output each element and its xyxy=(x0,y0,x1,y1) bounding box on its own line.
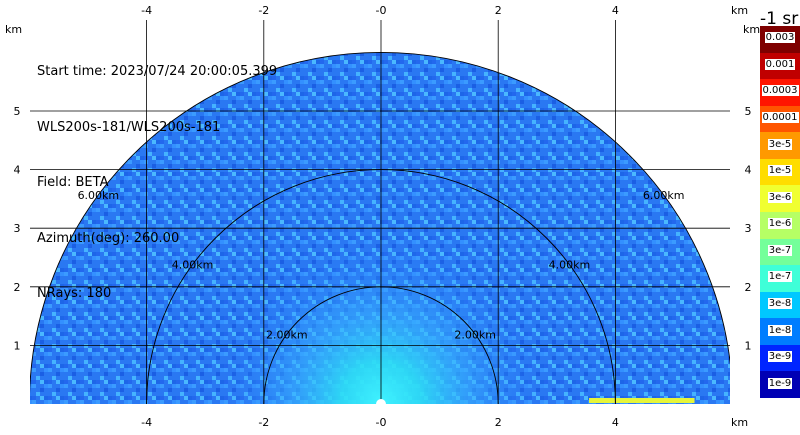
ring-label: 4.00km xyxy=(172,259,214,272)
colorbar-label: 3e-8 xyxy=(760,298,800,309)
y-tick-label: 1 xyxy=(14,339,21,352)
colorbar-label-text: 3e-9 xyxy=(767,351,793,363)
info-instrument: WLS200s-181/WLS200s-181 xyxy=(37,119,221,135)
colorbar-label-text: 1e-9 xyxy=(767,377,793,389)
x-axis-top: -4 -2 -0 2 4 xyxy=(141,4,619,17)
x-tick-label: -0 xyxy=(376,416,387,429)
colorbar-label-text: 0.0003 xyxy=(761,85,799,97)
edge-high-return xyxy=(589,398,695,403)
colorbar-label: 1e-7 xyxy=(760,271,800,283)
colorbar-label: 1e-5 xyxy=(760,165,800,177)
range-ring xyxy=(30,52,730,397)
colorbar-label-text: 0.003 xyxy=(764,32,796,44)
y-axis-right: 1 2 3 4 5 xyxy=(745,105,752,352)
x-tick-label: 2 xyxy=(495,416,502,429)
y-tick-label: 2 xyxy=(745,281,752,294)
range-ring xyxy=(263,286,499,404)
x-tick-label: 2 xyxy=(495,4,502,17)
colorbar-label: 3e-9 xyxy=(760,351,800,363)
colorbar-label: 3e-7 xyxy=(760,244,800,256)
y-tick-label: 4 xyxy=(14,164,21,177)
y-tick-label: 3 xyxy=(745,222,752,235)
unit-label-top-left: km xyxy=(5,23,22,36)
y-tick-label: 5 xyxy=(14,105,21,118)
x-tick-label: -4 xyxy=(141,416,152,429)
y-tick-label: 4 xyxy=(745,164,752,177)
colorbar-label: 3e-5 xyxy=(760,138,800,150)
colorbar-label: 1e-6 xyxy=(760,218,800,230)
y-tick-label: 2 xyxy=(14,281,21,294)
colorbar-label: 1e-9 xyxy=(760,377,800,389)
ring-label: 2.00km xyxy=(454,328,496,341)
y-axis-left: 1 2 3 4 5 xyxy=(14,105,21,352)
colorbar-title: -1 sr xyxy=(760,9,799,29)
range-ring xyxy=(146,169,616,404)
colorbar-label-text: 0.0001 xyxy=(761,112,799,123)
x-tick-label: -2 xyxy=(258,416,269,429)
x-tick-label: -4 xyxy=(141,4,152,17)
info-start-time: Start time: 2023/07/24 20:00:05.399 xyxy=(37,64,278,79)
info-nrays: NRays: 180 xyxy=(37,286,112,301)
x-tick-label: -0 xyxy=(376,4,387,17)
colorbar-label: 1e-8 xyxy=(760,324,800,336)
unit-label-top-right: km xyxy=(731,4,748,17)
range-rings xyxy=(30,52,730,404)
colorbar-label: 0.003 xyxy=(760,32,800,44)
radar-origin xyxy=(376,399,386,404)
colorbar-label: 3e-6 xyxy=(760,191,800,203)
colorbar-label: 0.0003 xyxy=(760,85,800,97)
colorbar-label-text: 0.001 xyxy=(764,58,796,70)
ring-label: 4.00km xyxy=(549,259,591,272)
colorbar-label-text: 3e-5 xyxy=(767,138,793,150)
colorbar-label-text: 3e-7 xyxy=(767,244,793,256)
x-tick-label: 4 xyxy=(612,4,619,17)
colorbar: 0.003 0.001 0.0003 0.0001 3e-5 1e-5 3e-6 1e-6 3e… xyxy=(760,26,800,399)
range-ring-labels: 2.00km 2.00km 4.00km 4.00km 6.00km 6.00km xyxy=(78,189,685,341)
colorbar-label-text: 1e-7 xyxy=(767,271,793,283)
colorbar-label-text: 1e-6 xyxy=(767,218,793,230)
ring-label: 2.00km xyxy=(266,328,308,341)
unit-label-right: km xyxy=(743,23,760,36)
scan-info-panel: Start time: 2023/07/24 20:00:05.399 WLS2… xyxy=(37,26,277,322)
x-tick-label: -2 xyxy=(258,4,269,17)
x-axis-bottom: -4 -2 -0 2 4 xyxy=(141,416,619,429)
colorbar-label: 0.001 xyxy=(760,58,800,70)
colorbar-label-text: 3e-8 xyxy=(767,298,793,309)
y-tick-label: 3 xyxy=(14,222,21,235)
ring-label: 6.00km xyxy=(643,189,685,202)
x-tick-label: 4 xyxy=(612,416,619,429)
colorbar-label: 0.0001 xyxy=(760,112,800,123)
colorbar-label-text: 1e-5 xyxy=(767,165,793,177)
info-azimuth: Azimuth(deg): 260.00 xyxy=(37,230,180,246)
ring-label: 6.00km xyxy=(78,189,120,202)
colorbar-label-text: 3e-6 xyxy=(767,191,793,203)
unit-label-bottom-right: km xyxy=(731,416,748,429)
y-tick-label: 1 xyxy=(745,339,752,352)
colorbar-label-text: 1e-8 xyxy=(767,324,793,336)
info-field: Field: BETA xyxy=(37,175,109,190)
y-tick-label: 5 xyxy=(745,105,752,118)
